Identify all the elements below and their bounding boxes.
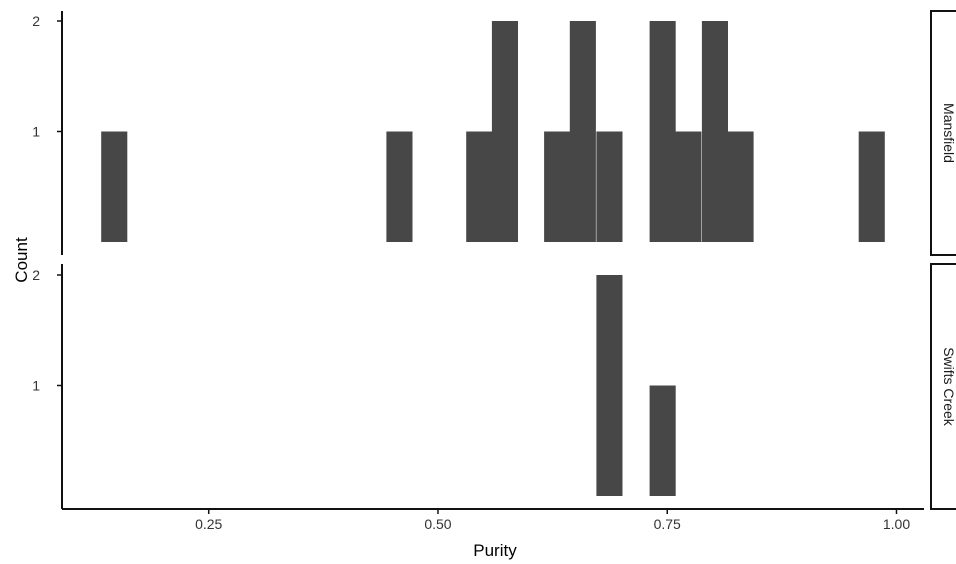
histogram-bar xyxy=(596,275,623,496)
y-tick-label: 1 xyxy=(32,124,40,140)
histogram-bar xyxy=(491,21,518,242)
y-tick-label: 1 xyxy=(32,378,40,394)
facet-strip-label: Mansfield xyxy=(941,103,956,163)
x-tick-label: 0.25 xyxy=(195,516,222,532)
y-tick-label: 2 xyxy=(32,267,40,283)
panels-layer: 1 2 Mansfield 1 2 Swifts Creek xyxy=(32,10,956,510)
histogram-bar xyxy=(649,385,676,496)
histogram-bar xyxy=(649,21,676,242)
panel-swifts-creek: 1 2 Swifts Creek xyxy=(32,263,956,510)
panel-mansfield: 1 2 Mansfield xyxy=(32,10,956,256)
facet-strip xyxy=(930,263,956,510)
histogram-bar xyxy=(727,131,754,242)
histogram-bar xyxy=(466,131,493,242)
y-tick-label: 2 xyxy=(32,13,40,29)
histogram-bar xyxy=(386,131,413,242)
histogram-bar xyxy=(701,21,728,242)
x-axis: 0.25 0.50 0.75 1.00 xyxy=(62,508,924,532)
histogram-bar xyxy=(675,131,702,242)
histogram-bar xyxy=(101,131,128,242)
facet-strip xyxy=(930,10,956,256)
histogram-bar xyxy=(858,131,885,242)
histogram-bar xyxy=(569,21,596,242)
facet-strip-label: Swifts Creek xyxy=(941,347,956,427)
x-axis-title: Purity xyxy=(473,541,517,560)
y-axis-title: Count xyxy=(12,237,31,283)
x-tick-label: 1.00 xyxy=(883,516,910,532)
histogram-bar xyxy=(596,131,623,242)
x-tick-label: 0.75 xyxy=(654,516,681,532)
x-tick-label: 0.50 xyxy=(424,516,451,532)
histogram-bar xyxy=(544,131,571,242)
